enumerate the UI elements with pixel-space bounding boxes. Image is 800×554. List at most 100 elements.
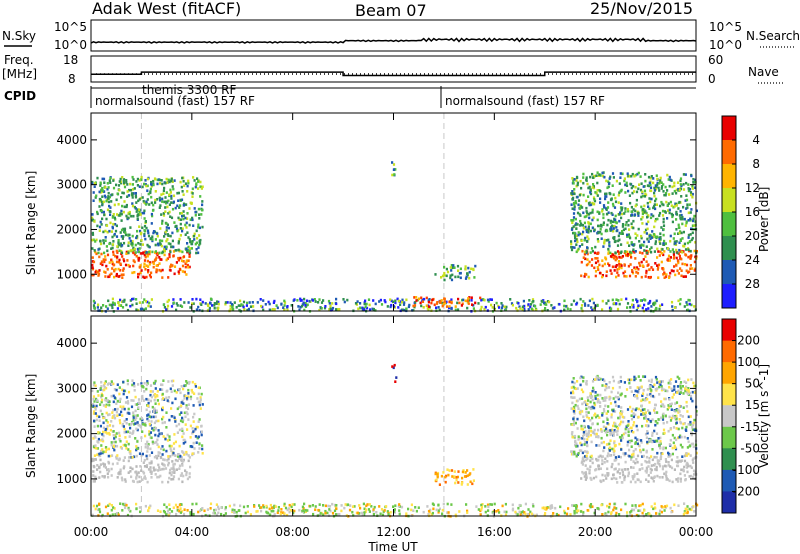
echo-cell (645, 471, 648, 474)
frequency-series-line (91, 71, 696, 77)
echo-cell (102, 210, 105, 214)
echo-cell (170, 415, 173, 418)
echo-cell (643, 408, 646, 411)
echo-cell (692, 469, 696, 473)
echo-cell (358, 512, 361, 515)
echo-cell (643, 210, 646, 214)
echo-cell (575, 227, 578, 230)
echo-cell (612, 220, 615, 224)
echo-cell (675, 240, 678, 243)
echo-cell (98, 510, 102, 514)
echo-cell (673, 388, 676, 391)
echo-cell (678, 404, 681, 408)
echo-cell (466, 511, 469, 514)
echo-cell (121, 478, 124, 482)
echo-cell (113, 448, 116, 452)
echo-cell (383, 509, 386, 512)
echo-cell (206, 508, 209, 511)
echo-cell (113, 507, 116, 510)
echo-cell (133, 389, 136, 392)
echo-cell (374, 309, 377, 312)
echo-cell (531, 503, 535, 506)
echo-cell (572, 391, 575, 395)
echo-cell (668, 259, 671, 262)
echo-cell (576, 453, 579, 456)
echo-cell (638, 264, 642, 267)
echo-cell (467, 266, 470, 270)
echo-cell (112, 400, 115, 404)
echo-cell (448, 469, 451, 472)
echo-cell (583, 443, 586, 446)
echo-cell (471, 303, 474, 306)
echo-cell (147, 401, 150, 405)
echo-cell (131, 467, 134, 471)
echo-cell (637, 227, 640, 231)
echo-cell (110, 200, 113, 203)
echo-cell (119, 421, 122, 425)
echo-cell (595, 375, 598, 379)
echo-cell (183, 270, 186, 274)
echo-cell (193, 234, 196, 238)
echo-cell (679, 414, 682, 417)
echo-cell (660, 385, 663, 388)
echo-cell (637, 214, 640, 217)
echo-cell (178, 406, 181, 409)
echo-cell (95, 404, 98, 408)
echo-cell (394, 504, 397, 507)
echo-cell (689, 415, 692, 418)
echo-cell (101, 398, 104, 402)
echo-cell (275, 304, 278, 307)
echo-cell (668, 453, 671, 456)
echo-cell (589, 400, 592, 404)
echo-cell (115, 272, 118, 276)
echo-cell (532, 300, 535, 303)
echo-cell (634, 185, 637, 189)
echo-cell (677, 427, 680, 431)
echo-cell (444, 480, 447, 484)
echo-cell (577, 509, 580, 512)
echo-cell (147, 250, 151, 254)
echo-cell (140, 239, 143, 242)
echo-cell (161, 467, 164, 471)
echo-cell (119, 177, 122, 181)
echo-cell (441, 304, 444, 308)
echo-cell (691, 224, 694, 227)
echo-cell (634, 413, 637, 417)
echo-cell (156, 390, 159, 393)
echo-cell (580, 443, 583, 447)
echo-cell (173, 272, 176, 276)
echo-cell (611, 408, 614, 412)
echo-cell (393, 173, 396, 176)
echo-cell (630, 509, 633, 513)
echo-cell (103, 213, 106, 217)
echo-cell (180, 211, 183, 215)
echo-cell (149, 190, 152, 193)
echo-cell (269, 503, 272, 507)
echo-cell (152, 262, 155, 265)
echo-cell (576, 183, 579, 187)
echo-cell (686, 203, 689, 206)
echo-cell (216, 300, 219, 303)
echo-cell (134, 395, 137, 399)
echo-cell (589, 433, 592, 437)
echo-cell (198, 213, 201, 216)
echo-cell (607, 405, 610, 408)
echo-cell (545, 507, 548, 510)
echo-cell (186, 509, 189, 512)
echo-cell (144, 255, 147, 259)
echo-cell (180, 404, 183, 407)
echo-cell (664, 193, 667, 197)
echo-cell (104, 398, 107, 402)
echo-cell (650, 505, 653, 508)
echo-cell (610, 465, 613, 469)
echo-cell (190, 242, 193, 246)
echo-cell (103, 475, 106, 478)
echo-cell (591, 422, 594, 425)
echo-cell (466, 469, 469, 472)
echo-cell (199, 185, 202, 188)
echo-cell (138, 506, 141, 509)
echo-cell (679, 384, 682, 388)
echo-cell (166, 257, 169, 260)
echo-cell (640, 409, 643, 412)
echo-cell (326, 511, 329, 515)
